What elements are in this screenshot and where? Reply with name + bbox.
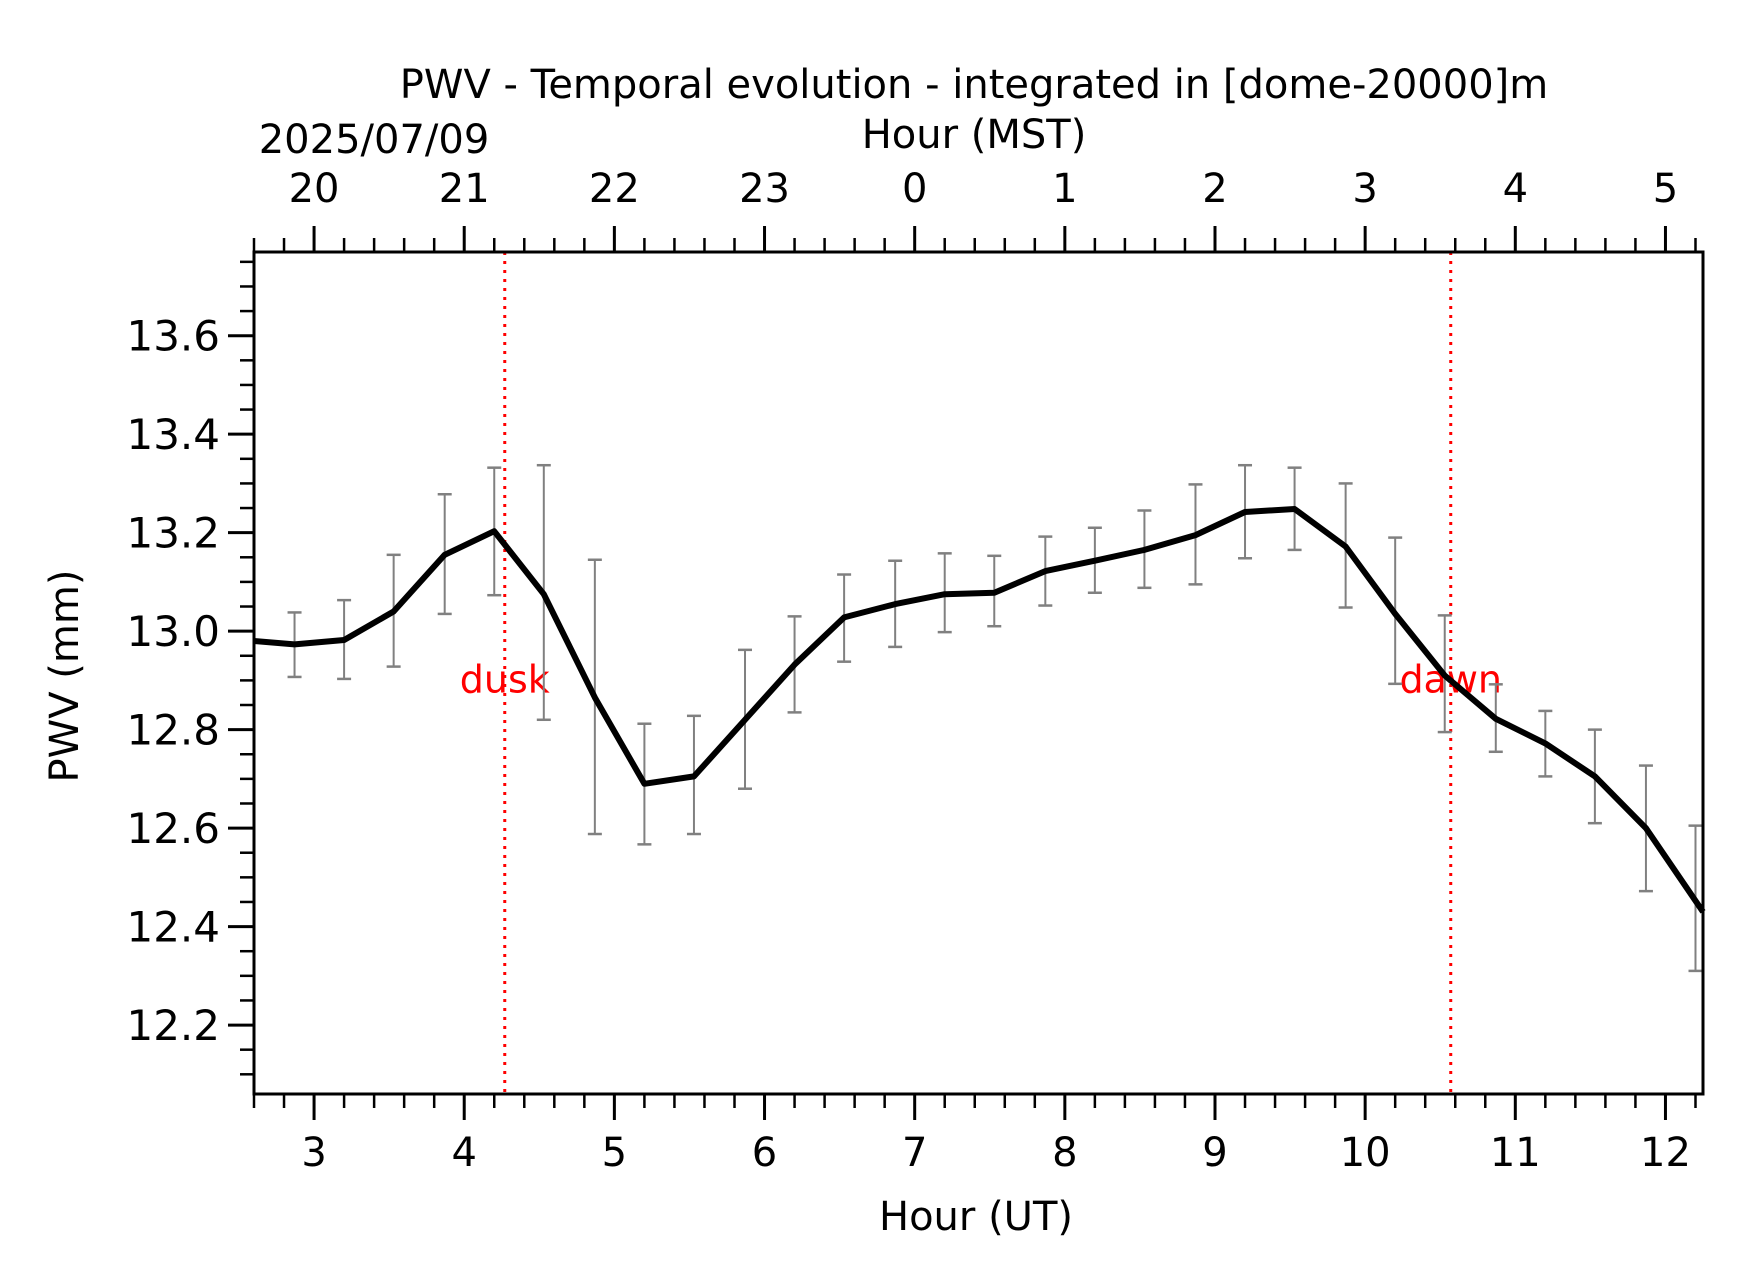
x2-tick-label: 4 <box>1503 166 1528 212</box>
x-tick-label: 3 <box>301 1130 326 1176</box>
x2-tick-label: 3 <box>1352 166 1377 212</box>
x2-tick-label: 5 <box>1653 166 1678 212</box>
y-axis-label: PWV (mm) <box>42 570 88 783</box>
y-tick-label: 13.4 <box>126 410 220 459</box>
dusk-label: dusk <box>460 657 550 701</box>
y-tick-label: 12.6 <box>126 804 220 853</box>
x-tick-label: 8 <box>1052 1130 1077 1176</box>
x-tick-label: 12 <box>1640 1130 1691 1176</box>
y-tick-label: 13.0 <box>126 607 220 656</box>
y-tick-label: 12.8 <box>126 706 220 755</box>
x2-tick-label: 0 <box>902 166 927 212</box>
x-tick-label: 11 <box>1490 1130 1541 1176</box>
y-tick-label: 12.2 <box>126 1001 220 1050</box>
x2-tick-label: 1 <box>1052 166 1077 212</box>
chart-title: PWV - Temporal evolution - integrated in… <box>400 62 1548 108</box>
x2-tick-label: 23 <box>739 166 790 212</box>
x2-tick-label: 2 <box>1202 166 1227 212</box>
x-tick-label: 4 <box>451 1130 476 1176</box>
y-tick-label: 13.2 <box>126 509 220 558</box>
x-tick-label: 6 <box>752 1130 777 1176</box>
date-label: 2025/07/09 <box>259 117 490 163</box>
x2-tick-label: 22 <box>589 166 640 212</box>
x-tick-label: 5 <box>602 1130 627 1176</box>
x-tick-label: 10 <box>1340 1130 1391 1176</box>
x-tick-label: 7 <box>902 1130 927 1176</box>
x2-tick-label: 21 <box>439 166 490 212</box>
x2-tick-label: 20 <box>289 166 340 212</box>
y-tick-label: 13.6 <box>126 312 220 361</box>
x-tick-label: 9 <box>1202 1130 1227 1176</box>
top-axis-label: Hour (MST) <box>862 112 1087 158</box>
y-tick-label: 12.4 <box>126 903 220 952</box>
plot-frame <box>252 250 1705 1096</box>
series-line-pwv <box>253 506 1706 914</box>
x-axis-label: Hour (UT) <box>879 1194 1073 1240</box>
